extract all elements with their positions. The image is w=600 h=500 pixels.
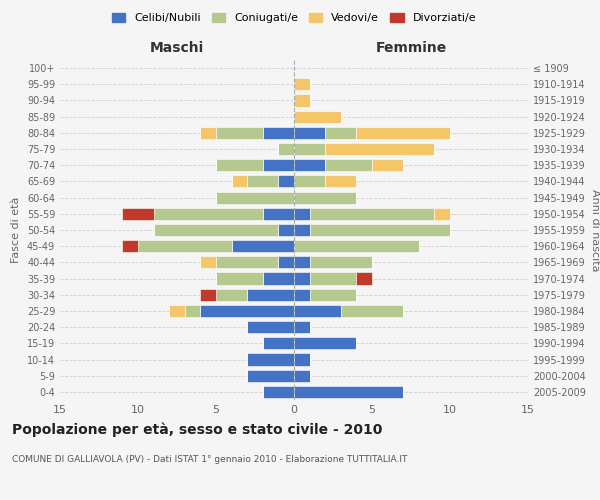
Bar	[185, 305, 200, 317]
Bar	[294, 370, 310, 382]
Bar	[232, 176, 247, 188]
Bar	[294, 224, 310, 236]
Bar	[263, 272, 294, 284]
Bar	[325, 159, 372, 172]
Bar	[325, 176, 356, 188]
Bar	[278, 224, 294, 236]
Bar	[278, 176, 294, 188]
Bar	[310, 272, 356, 284]
Bar	[122, 208, 154, 220]
Bar	[122, 240, 138, 252]
Bar	[434, 208, 450, 220]
Text: Femmine: Femmine	[376, 41, 446, 55]
Bar	[325, 127, 356, 139]
Bar	[356, 272, 372, 284]
Bar	[310, 224, 450, 236]
Bar	[247, 176, 278, 188]
Bar	[278, 256, 294, 268]
Bar	[154, 224, 278, 236]
Bar	[200, 305, 294, 317]
Bar	[216, 127, 263, 139]
Bar	[216, 288, 247, 301]
Bar	[294, 208, 310, 220]
Bar	[294, 78, 310, 90]
Text: COMUNE DI GALLIAVOLA (PV) - Dati ISTAT 1° gennaio 2010 - Elaborazione TUTTITALIA: COMUNE DI GALLIAVOLA (PV) - Dati ISTAT 1…	[12, 455, 407, 464]
Bar	[263, 338, 294, 349]
Bar	[263, 159, 294, 172]
Bar	[294, 110, 341, 122]
Bar	[294, 256, 310, 268]
Legend: Celibi/Nubili, Coniugati/e, Vedovi/e, Divorziati/e: Celibi/Nubili, Coniugati/e, Vedovi/e, Di…	[107, 8, 481, 28]
Bar	[294, 143, 325, 155]
Bar	[216, 272, 263, 284]
Bar	[200, 256, 216, 268]
Bar	[294, 127, 325, 139]
Bar	[356, 127, 450, 139]
Bar	[200, 127, 216, 139]
Bar	[310, 288, 356, 301]
Bar	[325, 143, 434, 155]
Bar	[169, 305, 185, 317]
Bar	[216, 159, 263, 172]
Bar	[263, 208, 294, 220]
Bar	[294, 192, 356, 203]
Bar	[310, 256, 372, 268]
Bar	[247, 354, 294, 366]
Bar	[138, 240, 232, 252]
Bar	[294, 159, 325, 172]
Bar	[294, 338, 356, 349]
Bar	[294, 94, 310, 106]
Bar	[294, 288, 310, 301]
Bar	[294, 321, 310, 333]
Bar	[294, 240, 419, 252]
Text: Maschi: Maschi	[150, 41, 204, 55]
Bar	[294, 386, 403, 398]
Bar	[294, 272, 310, 284]
Bar	[263, 127, 294, 139]
Bar	[294, 354, 310, 366]
Bar	[278, 143, 294, 155]
Y-axis label: Anni di nascita: Anni di nascita	[590, 188, 599, 271]
Text: Popolazione per età, sesso e stato civile - 2010: Popolazione per età, sesso e stato civil…	[12, 422, 382, 437]
Bar	[216, 192, 294, 203]
Bar	[341, 305, 403, 317]
Bar	[154, 208, 263, 220]
Bar	[247, 288, 294, 301]
Bar	[247, 370, 294, 382]
Y-axis label: Fasce di età: Fasce di età	[11, 197, 21, 263]
Bar	[294, 176, 325, 188]
Bar	[200, 288, 216, 301]
Bar	[247, 321, 294, 333]
Bar	[372, 159, 403, 172]
Bar	[310, 208, 434, 220]
Bar	[232, 240, 294, 252]
Bar	[216, 256, 278, 268]
Bar	[263, 386, 294, 398]
Bar	[294, 305, 341, 317]
